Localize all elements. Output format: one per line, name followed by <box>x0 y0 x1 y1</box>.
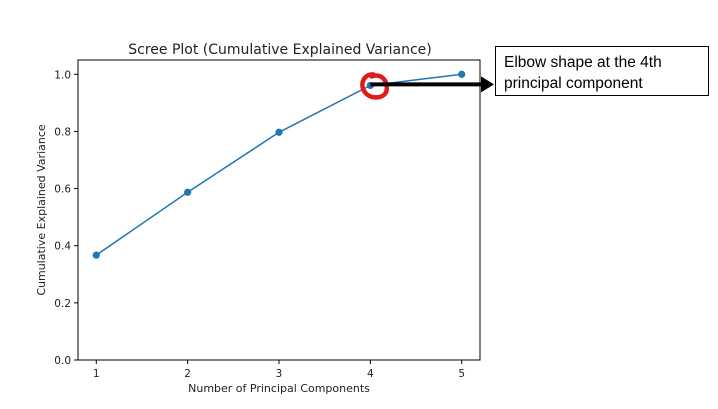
y-axis: 0.0 0.2 0.4 0.6 0.8 1.0 <box>54 69 78 367</box>
plot-area-frame <box>77 59 481 361</box>
x-tick-label: 5 <box>458 368 465 380</box>
y-tick-label: 0.8 <box>54 126 71 138</box>
y-tick-label: 1.0 <box>54 69 71 81</box>
data-point <box>92 251 100 259</box>
data-point <box>275 128 283 136</box>
data-point <box>458 70 466 78</box>
x-tick-label: 3 <box>276 368 283 380</box>
series-line <box>95 73 462 256</box>
x-tick-label: 4 <box>367 368 374 380</box>
x-tick-label: 2 <box>184 368 191 380</box>
callout-text-line1: Elbow shape at the 4th <box>504 54 662 71</box>
y-tick-label: 0.2 <box>54 298 71 310</box>
callout-text-line2: principal component <box>504 75 643 92</box>
x-tick-label: 1 <box>93 368 100 380</box>
y-tick-label: 0.6 <box>54 184 71 196</box>
y-tick-label: 0.0 <box>54 355 71 367</box>
x-axis: 1 2 3 4 5 <box>93 360 465 380</box>
elbow-highlight-circle <box>360 72 390 100</box>
data-point <box>184 188 192 196</box>
chart-title: Scree Plot (Cumulative Explained Varianc… <box>128 42 432 58</box>
arrow-head <box>481 76 494 93</box>
y-tick-label: 0.4 <box>54 241 71 253</box>
y-axis-label: Cumulative Explained Variance <box>35 124 48 296</box>
series-points <box>92 70 466 259</box>
x-axis-label: Number of Principal Components <box>188 382 370 395</box>
callout-arrow <box>370 76 494 93</box>
elbow-callout-box: Elbow shape at the 4th principal compone… <box>495 46 709 96</box>
